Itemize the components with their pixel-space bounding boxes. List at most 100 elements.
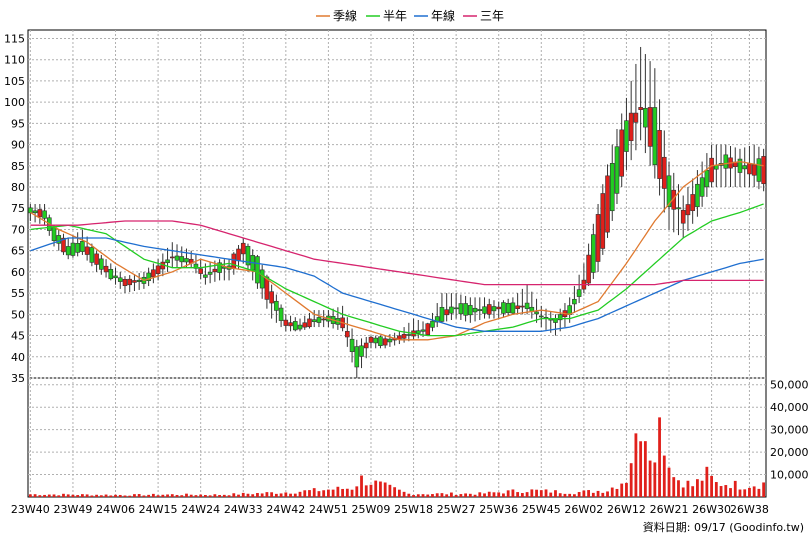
volume-bar: [752, 486, 756, 497]
candle-down: [501, 302, 506, 314]
volume-bar: [487, 491, 491, 497]
candle-down: [704, 169, 710, 188]
volume-bar: [133, 494, 136, 497]
volume-tick-label: 50,000: [770, 379, 808, 392]
volume-bar: [577, 492, 581, 497]
volume-bar: [137, 494, 141, 497]
volume-bar: [596, 490, 600, 497]
volume-bar: [293, 493, 297, 497]
x-tick-label: 23W40: [11, 503, 50, 516]
volume-bar: [416, 494, 420, 497]
candle-up: [633, 112, 639, 123]
volume-bar: [118, 494, 122, 497]
volume-bar: [464, 493, 467, 497]
price-tick-label: 45: [11, 330, 25, 343]
volume-bar: [85, 494, 89, 497]
candle-down: [222, 266, 227, 269]
candle-down: [468, 305, 473, 316]
volume-bar: [568, 493, 572, 497]
volume-bar: [284, 492, 288, 497]
candle-down: [278, 307, 284, 321]
x-tick-label: 26W30: [692, 503, 731, 516]
candle-up: [444, 309, 449, 316]
candle-up: [401, 333, 407, 339]
volume-bar: [677, 480, 680, 497]
volume-bar: [52, 494, 56, 497]
volume-bar: [345, 488, 349, 497]
volume-bar: [57, 495, 61, 497]
x-tick-label: 25W27: [437, 503, 476, 516]
volume-bar: [28, 494, 32, 497]
volume-bar: [104, 494, 108, 497]
volume-bar: [431, 494, 434, 497]
volume-bar: [591, 492, 595, 497]
volume-bar: [246, 493, 250, 497]
candle-down: [245, 245, 251, 266]
volume-bar: [213, 494, 217, 497]
volume-bar: [407, 493, 411, 497]
price-tick-label: 105: [4, 75, 25, 88]
moving-average-line-1: [30, 203, 764, 337]
volume-bar: [114, 494, 117, 497]
volume-bar: [450, 492, 453, 497]
volume-bar: [227, 495, 231, 497]
volume-bar: [705, 466, 709, 497]
volume-bar: [43, 494, 46, 497]
candle-down: [359, 345, 364, 357]
candle-down: [472, 307, 478, 313]
x-tick-label: 25W09: [352, 503, 391, 516]
volume-bar: [298, 491, 302, 497]
candle-down: [695, 183, 700, 208]
candle-down: [42, 210, 47, 219]
x-tick-label: 26W38: [730, 503, 769, 516]
candle-down: [373, 337, 379, 344]
candle-down: [538, 315, 544, 318]
candle-up: [198, 268, 203, 274]
volume-bar: [66, 494, 70, 497]
volume-bar: [554, 490, 557, 497]
volume-bar: [312, 488, 316, 497]
price-tick-label: 65: [11, 245, 25, 258]
candle-down: [174, 255, 180, 261]
volume-bar: [142, 495, 146, 497]
volume-bar: [123, 495, 127, 497]
price-tick-label: 115: [4, 32, 25, 45]
candle-up: [61, 237, 66, 253]
volume-bar: [412, 495, 415, 497]
candle-down: [184, 258, 189, 263]
volume-bar: [525, 492, 529, 497]
volume-bar: [454, 495, 458, 497]
volume-bar: [714, 482, 718, 497]
candle-up: [657, 130, 662, 179]
candle-down: [387, 338, 393, 343]
x-tick-label: 24W06: [96, 503, 135, 516]
volume-bar: [468, 493, 472, 497]
candle-up: [288, 322, 293, 327]
candle-down: [297, 324, 303, 330]
volume-bar: [204, 495, 207, 497]
candle-up: [586, 254, 591, 284]
volume-bar: [672, 477, 676, 497]
volume-bar: [308, 490, 311, 497]
candle-down: [406, 334, 412, 336]
volume-bar: [199, 494, 203, 497]
price-tick-label: 110: [4, 54, 25, 67]
volume-bar: [667, 467, 671, 497]
volume-bar: [232, 493, 236, 497]
candle-down: [28, 207, 33, 214]
volume-bar: [241, 492, 245, 497]
volume-bar: [544, 489, 548, 497]
candle-up: [132, 280, 137, 283]
volume-bar: [733, 480, 737, 497]
candle-down: [70, 242, 76, 256]
volume-bar: [639, 441, 643, 497]
candle-down: [179, 256, 185, 263]
x-tick-label: 24W42: [266, 503, 305, 516]
candle-down: [491, 306, 497, 312]
volume-bar: [643, 441, 647, 497]
volume-bar: [260, 493, 264, 497]
volume-bar: [317, 491, 321, 497]
candle-down: [311, 319, 317, 323]
volume-bar: [582, 490, 586, 497]
